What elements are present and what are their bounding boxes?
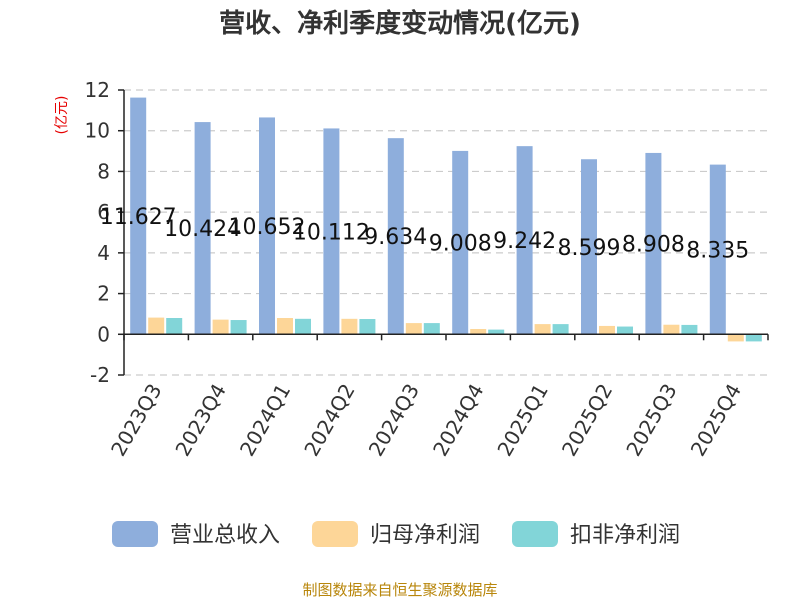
data-label: 10.112	[293, 220, 370, 245]
y-tick-label: 8	[97, 159, 110, 183]
bar	[341, 318, 358, 335]
bar	[470, 328, 487, 335]
x-tick-label: 2025Q3	[621, 380, 681, 461]
x-tick-label: 2023Q3	[106, 380, 166, 461]
bar	[452, 150, 469, 335]
y-tick-label: 10	[85, 119, 110, 143]
x-tick-label: 2025Q4	[686, 380, 746, 461]
data-label: 8.599	[558, 236, 621, 261]
legend-swatch	[512, 521, 558, 547]
y-tick-label: 0	[97, 322, 110, 346]
chart-title: 营收、净利季度变动情况(亿元)	[219, 8, 581, 39]
bar	[212, 319, 229, 335]
y-tick-label: 4	[97, 241, 110, 265]
bar	[130, 97, 147, 335]
bar	[277, 318, 293, 335]
x-tick-label: 2024Q4	[428, 380, 488, 461]
bar	[405, 323, 422, 335]
x-ticks: 2023Q3 2023Q4 2024Q1 2024Q2 2024Q3 2024Q4 2025…	[106, 334, 769, 461]
bar	[259, 117, 275, 335]
bar	[552, 324, 569, 335]
bar	[323, 128, 340, 335]
bar	[534, 324, 551, 335]
legend-swatch	[312, 521, 358, 547]
bar	[709, 164, 726, 335]
bar	[663, 324, 680, 335]
bar	[194, 122, 211, 335]
bar	[295, 318, 311, 335]
legend-item[interactable]: 归母净利润	[312, 521, 480, 548]
bar	[359, 319, 376, 335]
data-label: 9.634	[364, 225, 427, 250]
bar	[645, 152, 662, 335]
data-label: 10.652	[229, 215, 306, 240]
legend-label: 营业总收入	[170, 523, 280, 548]
y-tick-label: -2	[90, 363, 110, 387]
x-tick-label: 2025Q2	[557, 380, 617, 461]
legend-label: 扣非净利润	[570, 523, 680, 548]
x-tick-label: 2024Q2	[299, 380, 359, 461]
data-label: 9.008	[429, 232, 492, 257]
data-label: 9.242	[493, 229, 556, 254]
data-label: 8.335	[686, 238, 749, 263]
data-label: 10.424	[164, 217, 241, 242]
bar	[488, 329, 505, 335]
x-tick-label: 2025Q1	[492, 380, 552, 461]
x-tick-label: 2024Q1	[235, 380, 295, 461]
legend-item[interactable]: 扣非净利润	[512, 521, 680, 548]
x-tick-label: 2023Q4	[170, 380, 230, 461]
y-tick-label: 2	[97, 282, 110, 306]
y-tick-label: 6	[97, 200, 110, 224]
bar	[148, 317, 165, 335]
legend-item[interactable]: 营业总收入	[112, 521, 280, 548]
bar	[617, 326, 633, 335]
y-axis-label: (亿元)	[54, 96, 70, 135]
legend[interactable]: 营业总收入 归母净利润 扣非净利润	[112, 521, 680, 548]
bar	[581, 159, 597, 335]
bar	[745, 334, 762, 342]
bar	[166, 318, 183, 335]
y-tick-label: 12	[85, 78, 110, 102]
source-note: 制图数据来自恒生聚源数据库	[302, 581, 497, 599]
bar	[387, 138, 404, 335]
y-ticks: -2 0 2 4 6 8 10 12	[85, 78, 124, 387]
bar	[423, 323, 440, 335]
data-label: 8.908	[622, 233, 685, 258]
bar	[230, 320, 247, 335]
bar	[727, 334, 744, 342]
bar	[599, 325, 615, 335]
bar	[681, 324, 698, 335]
bar	[516, 146, 533, 335]
legend-label: 归母净利润	[370, 523, 480, 548]
data-label: 11.627	[100, 205, 177, 230]
x-tick-label: 2024Q3	[364, 380, 424, 461]
bars	[130, 97, 762, 342]
legend-swatch	[112, 521, 158, 547]
